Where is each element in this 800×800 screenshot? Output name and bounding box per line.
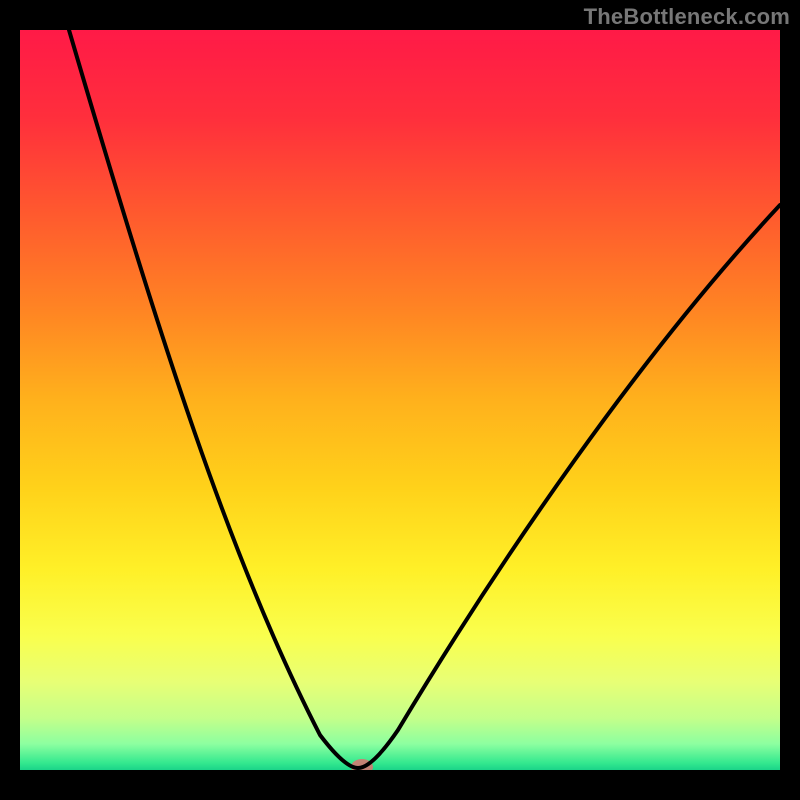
gradient-background bbox=[20, 30, 780, 770]
chart-container: TheBottleneck.com bbox=[0, 0, 800, 800]
bottleneck-chart bbox=[0, 0, 800, 800]
watermark-text: TheBottleneck.com bbox=[584, 4, 790, 30]
